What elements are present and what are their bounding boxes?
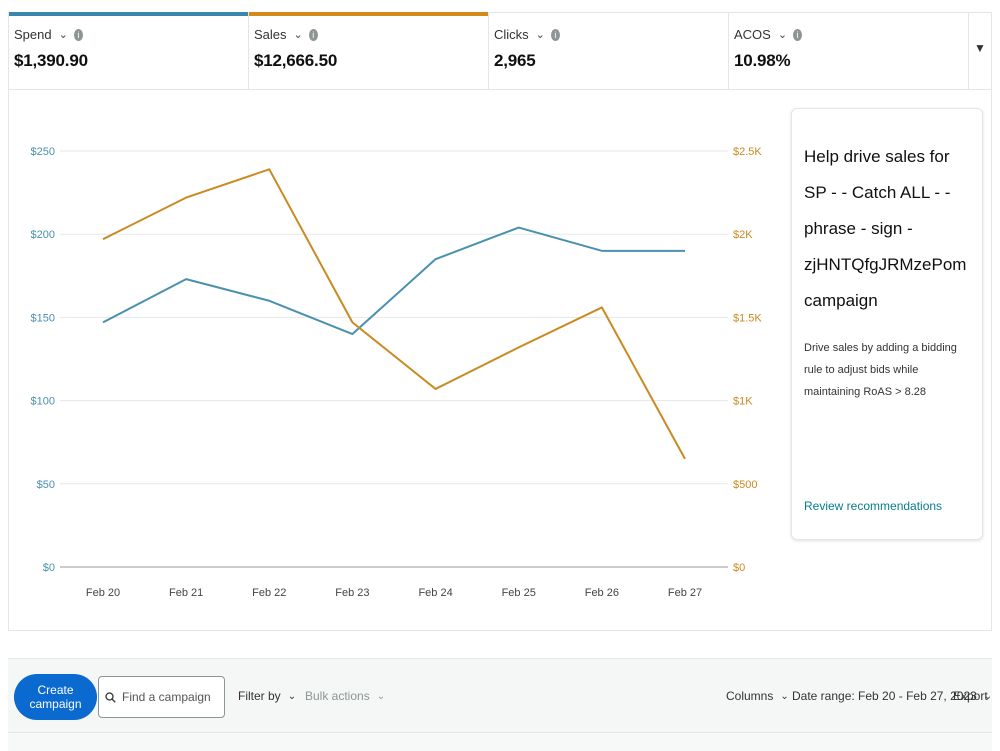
right-axis-tick-label: $2K [733, 229, 753, 241]
x-axis-tick-label: Feb 25 [502, 587, 536, 599]
x-axis-tick-label: Feb 26 [585, 587, 619, 599]
metric-value: 2,965 [494, 51, 536, 70]
right-axis-tick-label: $2.5K [733, 146, 762, 158]
metric-label: Clicks [494, 27, 529, 42]
x-axis-tick-label: Feb 22 [252, 587, 286, 599]
x-axis-tick-label: Feb 21 [169, 587, 203, 599]
left-axis-tick-label: $250 [31, 146, 55, 158]
bulk-actions-dropdown[interactable]: Bulk actions ⌄ [305, 689, 385, 703]
left-axis-tick-label: $50 [37, 479, 55, 491]
metric-tile-sales[interactable]: Sales ⌄ i $12,666.50 [249, 12, 489, 89]
create-campaign-button[interactable]: Create campaign [14, 674, 97, 720]
x-axis-tick-label: Feb 24 [418, 587, 452, 599]
recommendation-card: Help drive sales for SP - - Catch ALL - … [791, 108, 983, 540]
metrics-expand-toggle[interactable]: ▼ [969, 13, 991, 89]
metric-value: $1,390.90 [14, 51, 88, 70]
search-box[interactable] [98, 676, 225, 718]
left-axis-tick-label: $200 [31, 229, 55, 241]
left-axis-tick-label: $100 [31, 396, 55, 408]
metrics-bar: Spend ⌄ i $1,390.90 Sales ⌄ i $12,666.50… [8, 12, 992, 90]
metric-accent-bar [249, 12, 488, 16]
recommendation-title: Help drive sales for SP - - Catch ALL - … [804, 147, 967, 310]
chevron-down-icon[interactable]: ⌄ [777, 29, 788, 41]
filter-by-dropdown[interactable]: Filter by ⌄ [238, 689, 296, 703]
chevron-down-icon: ⌄ [376, 690, 386, 702]
right-axis-tick-label: $1.5K [733, 312, 762, 324]
chevron-down-icon[interactable]: ⌄ [58, 29, 68, 41]
right-axis-tick-label: $1K [733, 396, 753, 408]
info-icon[interactable]: i [550, 28, 560, 41]
left-axis-tick-label: $150 [31, 312, 55, 324]
series-line-sales [102, 168, 686, 460]
chevron-down-icon: ⌄ [780, 690, 789, 702]
metric-tile-clicks[interactable]: Clicks ⌄ i 2,965 [489, 13, 729, 89]
metric-tile-acos[interactable]: ACOS ⌄ i 10.98% [729, 13, 969, 89]
chevron-down-icon[interactable]: ▼ [974, 41, 986, 55]
x-axis-tick-label: Feb 23 [335, 587, 369, 599]
review-recommendations-link[interactable]: Review recommendations [804, 499, 943, 513]
metric-value: 10.98% [734, 51, 791, 70]
metric-value: $12,666.50 [254, 51, 338, 70]
date-range-label: Date range: Feb 20 - Feb 27, 2023 [792, 689, 977, 703]
date-range-dropdown[interactable]: Date range: Feb 20 - Feb 27, 2023 ⌄ [792, 689, 992, 703]
performance-chart: $0 $0 $50 $500 $100 $1K $150 $1.5K $200 $2K $250 $2… [31, 146, 763, 599]
columns-label: Columns [726, 689, 774, 703]
x-axis-tick-label: Feb 20 [86, 587, 120, 599]
search-icon [105, 691, 116, 703]
series-line-spend [102, 226, 685, 336]
export-button[interactable]: Export [953, 689, 988, 703]
chevron-down-icon: ⌄ [983, 690, 993, 702]
info-icon[interactable]: i [793, 28, 803, 41]
chevron-down-icon[interactable]: ⌄ [293, 29, 303, 41]
campaign-toolbar: Create campaign Filter by ⌄ Bulk actions… [8, 658, 992, 732]
table-header-strip [8, 732, 992, 751]
recommendation-description: Drive sales by adding a bidding rule to … [804, 342, 957, 398]
metric-label: ACOS [734, 27, 771, 42]
info-icon[interactable]: i [73, 28, 83, 41]
metric-accent-bar [9, 12, 248, 16]
bulk-actions-label: Bulk actions [305, 689, 370, 703]
metric-label: Spend [14, 27, 52, 42]
chevron-down-icon[interactable]: ⌄ [535, 29, 545, 41]
filter-by-label: Filter by [238, 689, 281, 703]
columns-dropdown[interactable]: Columns ⌄ [726, 689, 789, 703]
chevron-down-icon: ⌄ [287, 690, 297, 702]
info-icon[interactable]: i [308, 28, 318, 41]
left-axis-tick-label: $0 [43, 562, 55, 574]
metric-tile-spend[interactable]: Spend ⌄ i $1,390.90 [9, 12, 249, 89]
metric-label: Sales [254, 27, 287, 42]
search-input[interactable] [120, 689, 220, 705]
export-label: Export [953, 689, 988, 703]
right-axis-tick-label: $0 [733, 562, 745, 574]
right-axis-tick-label: $500 [733, 479, 757, 491]
x-axis-tick-label: Feb 27 [668, 587, 702, 599]
